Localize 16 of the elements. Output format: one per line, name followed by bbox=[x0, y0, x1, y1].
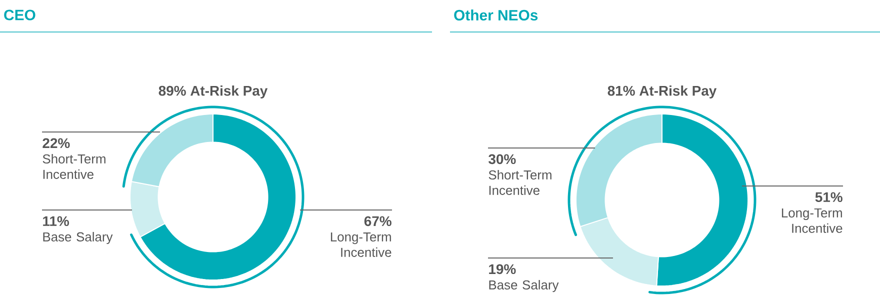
data-label: 67% bbox=[364, 216, 392, 226]
slice-label: Base Salary bbox=[489, 280, 559, 292]
slice-label: Short-Term Incentive bbox=[42, 154, 106, 179]
chart-title: Other NEOs bbox=[454, 10, 538, 20]
slice-label: Base Salary bbox=[43, 232, 113, 244]
slice-label: Long-Term Incentive bbox=[782, 208, 842, 233]
chart-title: CEO bbox=[4, 10, 36, 20]
text: 89% At-Risk Pay bbox=[158, 85, 268, 98]
text: 81% At-Risk Pay bbox=[608, 85, 717, 98]
data-label: 22% bbox=[42, 138, 70, 148]
data-label: 19% bbox=[489, 264, 516, 274]
slice-label: Long-Term Incentive bbox=[330, 232, 392, 257]
data-label: 30% bbox=[488, 154, 516, 164]
data-label: 51% bbox=[815, 192, 842, 202]
data-label: 11% bbox=[43, 216, 69, 226]
slice-label: Short-Term Incentive bbox=[488, 170, 552, 195]
